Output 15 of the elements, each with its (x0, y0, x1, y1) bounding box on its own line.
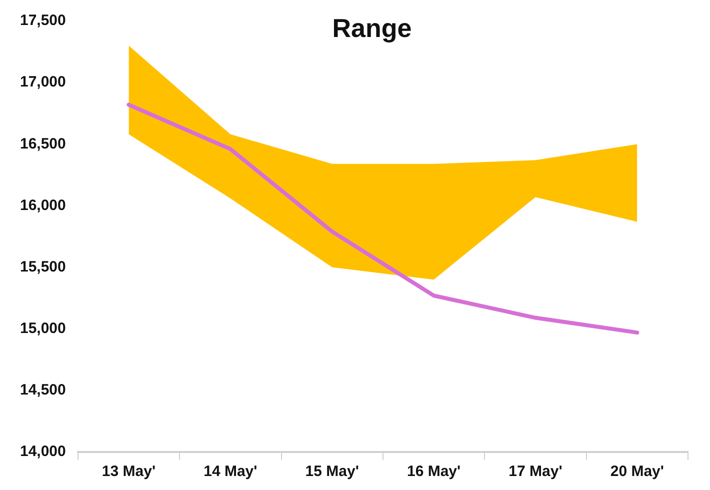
y-tick-label: 16,500 (20, 135, 66, 152)
x-tick-label: 14 May' (204, 463, 258, 480)
chart-title: Range (332, 13, 412, 44)
y-tick-label: 17,000 (20, 74, 66, 91)
y-tick-label: 17,500 (20, 12, 66, 30)
y-tick-label: 15,000 (20, 320, 66, 337)
y-tick-label: 15,500 (20, 258, 66, 276)
y-tick-label: 14,000 (20, 443, 66, 460)
x-tick-label: 15 May' (305, 463, 359, 480)
x-tick-label: 13 May' (102, 463, 156, 480)
x-tick-label: 17 May' (508, 463, 562, 480)
y-tick-label: 16,000 (20, 196, 66, 214)
x-tick-label: 16 May' (406, 463, 461, 480)
x-tick-label: 20 May' (610, 463, 664, 480)
y-tick-label: 14,500 (20, 382, 66, 399)
